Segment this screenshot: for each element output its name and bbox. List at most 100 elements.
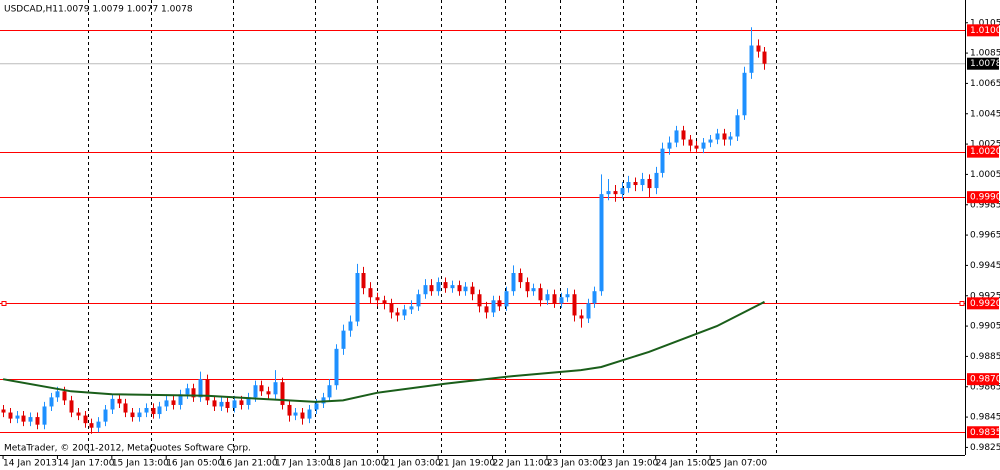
candle-body <box>185 388 190 395</box>
x-tick-label: 16 Jan 21:00 <box>221 459 278 469</box>
level-label-box <box>967 297 999 310</box>
level-label: 0.9990 <box>970 193 1000 203</box>
candle-body <box>307 409 312 419</box>
candle-body <box>484 306 489 313</box>
candle-body <box>429 285 434 292</box>
candle-body <box>735 115 740 137</box>
candle-body <box>606 191 611 195</box>
candle-body <box>450 285 455 289</box>
level-label-box <box>967 373 999 386</box>
candle-body <box>491 300 496 313</box>
level-label-box <box>967 191 999 204</box>
candle-body <box>62 391 67 401</box>
candle-body <box>762 51 767 64</box>
candle-body <box>436 282 441 292</box>
x-tick-label: 23 Jan 19:00 <box>601 459 658 469</box>
candle-body <box>287 404 292 416</box>
y-tick-label: 0.9865 <box>970 382 1000 392</box>
candle-body <box>219 401 224 407</box>
copyright: MetaTrader, © 2001-2012, MetaQuotes Soft… <box>4 444 251 454</box>
candle-body <box>361 273 366 289</box>
candle-body <box>157 406 162 415</box>
candle-body <box>103 409 108 422</box>
candle-body <box>586 303 591 319</box>
candle-body <box>633 182 638 186</box>
x-tick-label: 14 Jan 2013 <box>3 459 57 469</box>
candle-body <box>402 309 407 316</box>
candle-body <box>368 288 373 298</box>
y-tick-label: 0.9905 <box>970 322 1000 332</box>
last-price-label: 1.0078 <box>970 59 1000 69</box>
candle-body <box>722 133 727 140</box>
candle-body <box>293 412 298 416</box>
candle-body <box>504 291 509 307</box>
candle-body <box>470 286 475 295</box>
candle-body <box>463 286 468 292</box>
selection-handle <box>1 301 7 306</box>
candle-body <box>8 412 13 419</box>
candle-body <box>55 391 60 398</box>
candle-body <box>626 182 631 189</box>
candle-body <box>327 385 332 398</box>
symbol-title: USDCAD,H1 <box>4 5 58 15</box>
candle-body <box>681 130 686 140</box>
y-tick-label: 1.0105 <box>970 18 1000 28</box>
x-tick-label: 17 Jan 13:00 <box>275 459 332 469</box>
candle-body <box>355 273 360 322</box>
candle-body <box>389 303 394 313</box>
candle-body <box>674 130 679 143</box>
candle-body <box>42 406 47 425</box>
candle-body <box>708 139 713 143</box>
candle-body <box>76 412 81 416</box>
plot <box>0 27 965 434</box>
x-tick-label: 18 Jan 10:00 <box>329 459 386 469</box>
candle-body <box>130 412 135 418</box>
x-tick-label: 16 Jan 05:00 <box>166 459 223 469</box>
candle-body <box>599 194 604 292</box>
candle-body <box>253 385 258 398</box>
candle-body <box>1 409 6 413</box>
level-label: 0.9870 <box>970 375 1000 385</box>
candle-body <box>538 288 543 301</box>
candle-body <box>35 417 40 425</box>
candle-body <box>321 397 326 404</box>
candle-body <box>259 385 264 392</box>
candle-body <box>545 294 550 301</box>
y-tick-label: 0.9945 <box>970 261 1000 271</box>
candle-body <box>123 403 128 413</box>
candle-body <box>728 136 733 140</box>
candle-body <box>225 401 230 408</box>
ohlc-text: 1.0079 1.0079 1.0077 1.0078 <box>58 5 193 15</box>
candle-body <box>559 297 564 304</box>
candle-body <box>525 282 530 292</box>
y-tick-label: 1.0005 <box>970 170 1000 180</box>
candle-body <box>552 294 557 304</box>
x-tick-label: 15 Jan 13:00 <box>112 459 169 469</box>
candle-body <box>640 178 645 186</box>
y-tick-label: 1.0025 <box>970 140 1000 150</box>
y-tick-label: 0.9925 <box>970 291 1000 301</box>
candle-body <box>518 273 523 283</box>
y-tick-label: 0.9965 <box>970 231 1000 241</box>
candle-body <box>273 382 278 395</box>
candle-body <box>239 400 244 405</box>
candle-body <box>89 423 94 428</box>
candle-body <box>688 139 693 146</box>
candle-body <box>694 145 699 149</box>
x-tick-label: 21 Jan 03:00 <box>384 459 441 469</box>
candle-body <box>28 417 33 422</box>
candle-body <box>667 142 672 149</box>
candle-body <box>647 178 652 189</box>
candle-body <box>382 300 387 304</box>
x-tick-label: 21 Jan 19:00 <box>438 459 495 469</box>
candle-body <box>613 191 618 195</box>
level-label-box <box>967 24 999 37</box>
y-tick-label: 0.9885 <box>970 352 1000 362</box>
candle-body <box>409 306 414 310</box>
candle-body <box>749 45 754 73</box>
candle-body <box>212 400 217 407</box>
candle-body <box>497 300 502 307</box>
candle-body <box>205 379 210 401</box>
